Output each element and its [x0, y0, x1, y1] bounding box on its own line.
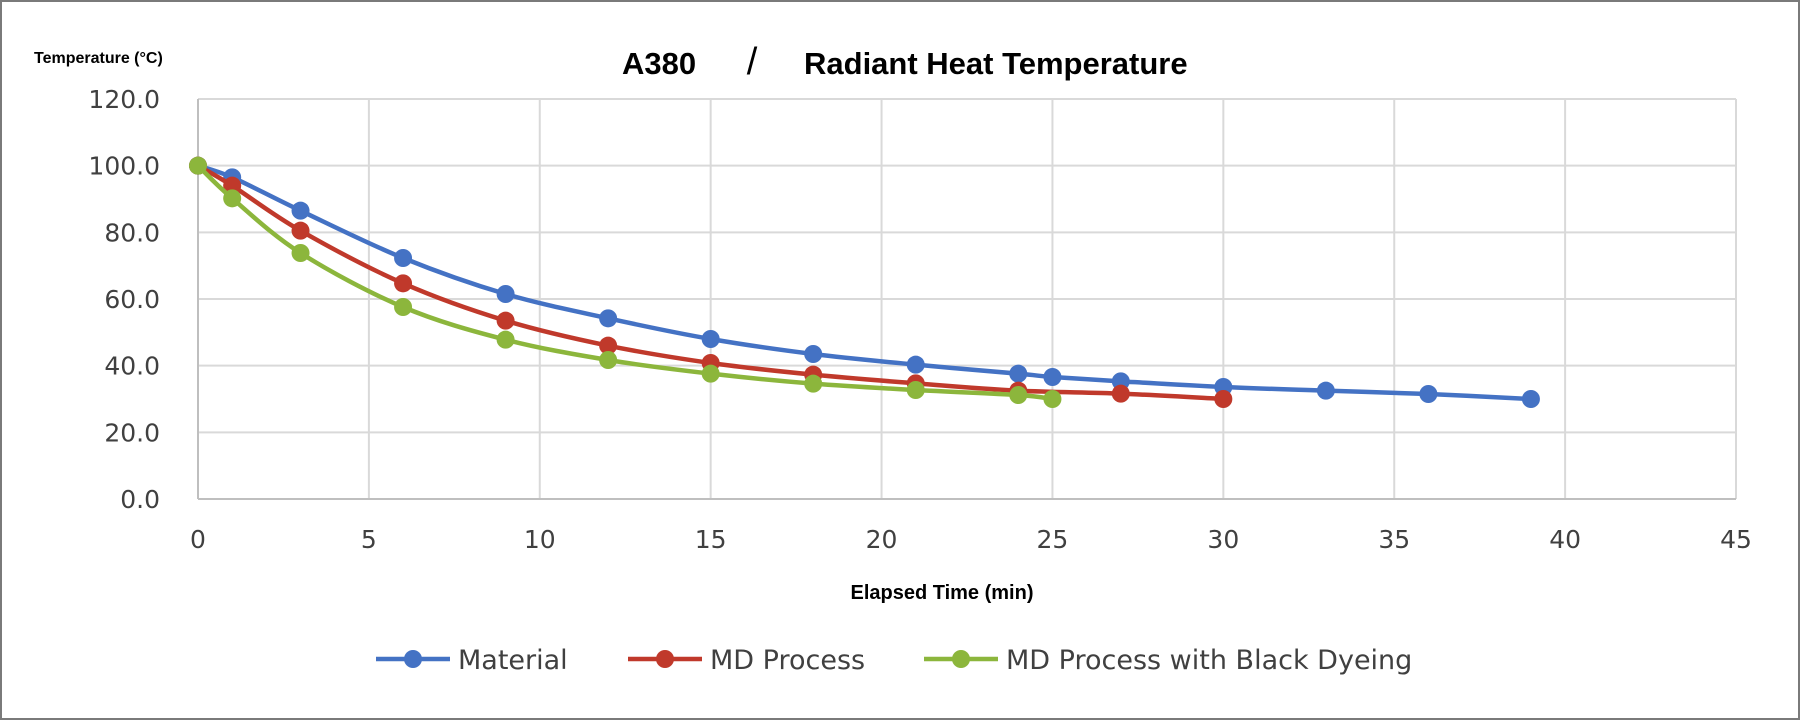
data-point: [496, 285, 515, 303]
data-point: [1043, 368, 1062, 386]
series-group: [189, 156, 1540, 408]
y-tick-label: 100.0: [88, 152, 160, 181]
legend-label: MD Process with Black Dyeing: [1006, 645, 1412, 676]
data-point: [189, 156, 207, 175]
data-point: [291, 201, 310, 220]
x-tick-label: 20: [866, 525, 898, 554]
y-axis-label: Temperature (°C): [34, 50, 163, 67]
data-point: [394, 298, 413, 316]
y-tick-label: 60.0: [104, 285, 160, 314]
y-tick-label: 0.0: [120, 485, 160, 514]
data-point: [496, 311, 515, 330]
data-point: [804, 374, 823, 393]
y-tick-label: 40.0: [104, 352, 160, 381]
data-point: [599, 351, 618, 369]
x-tick-label: 5: [361, 525, 377, 554]
data-point: [1521, 390, 1540, 408]
legend-item: MD Process: [628, 645, 865, 676]
chart-title-left: A380: [622, 46, 696, 81]
data-point: [1009, 386, 1028, 404]
legend-label: MD Process: [710, 645, 865, 676]
chart-title-separator: /: [747, 41, 758, 83]
chart-title-right: Radiant Heat Temperature: [804, 46, 1188, 81]
data-point: [906, 355, 925, 374]
legend-marker: [952, 650, 970, 668]
y-tick-label: 120.0: [88, 85, 160, 114]
y-tick-label: 80.0: [104, 218, 160, 247]
legend: Material MD Process MD Process with Black …: [376, 645, 1412, 676]
data-point: [1111, 384, 1130, 403]
legend-marker: [404, 650, 422, 668]
legend-label: Material: [458, 645, 568, 676]
data-point: [223, 189, 242, 208]
data-point: [1043, 390, 1062, 408]
data-point: [701, 364, 720, 383]
x-tick-labels: 0 5 10 15 20 25 30 35 40 45: [190, 525, 1752, 554]
y-tick-label: 20.0: [104, 418, 160, 447]
legend-item: MD Process with Black Dyeing: [924, 645, 1412, 676]
legend-marker: [656, 650, 674, 668]
data-point: [599, 336, 618, 355]
x-tick-label: 0: [190, 525, 206, 554]
x-tick-label: 30: [1207, 525, 1239, 554]
data-point: [1009, 364, 1028, 383]
data-point: [291, 221, 310, 240]
x-tick-label: 45: [1720, 525, 1752, 554]
data-point: [394, 249, 413, 267]
series-0: [189, 156, 1540, 408]
data-point: [496, 330, 515, 349]
x-tick-label: 15: [695, 525, 727, 554]
x-tick-label: 40: [1549, 525, 1581, 554]
grid-lines: [198, 98, 1737, 499]
series-line: [195, 163, 1534, 402]
data-point: [1111, 372, 1130, 391]
data-point: [394, 274, 413, 293]
data-point: [1214, 390, 1233, 408]
data-point: [1419, 385, 1438, 403]
data-point: [1316, 381, 1335, 400]
x-axis-label: Elapsed Time (min): [850, 582, 1033, 604]
data-point: [906, 381, 925, 399]
data-point: [223, 176, 242, 195]
y-tick-labels: 0.0 20.0 40.0 60.0 80.0 100.0 120.0: [88, 85, 160, 514]
data-point: [701, 330, 720, 348]
data-point: [291, 244, 310, 262]
series-2: [189, 156, 1062, 408]
data-point: [804, 345, 823, 363]
x-tick-label: 10: [524, 525, 556, 554]
x-tick-label: 25: [1037, 525, 1069, 554]
legend-item: Material: [376, 645, 568, 676]
data-point: [599, 309, 618, 328]
x-tick-label: 35: [1378, 525, 1410, 554]
